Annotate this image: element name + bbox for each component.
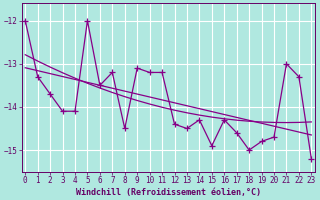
X-axis label: Windchill (Refroidissement éolien,°C): Windchill (Refroidissement éolien,°C)	[76, 188, 261, 197]
